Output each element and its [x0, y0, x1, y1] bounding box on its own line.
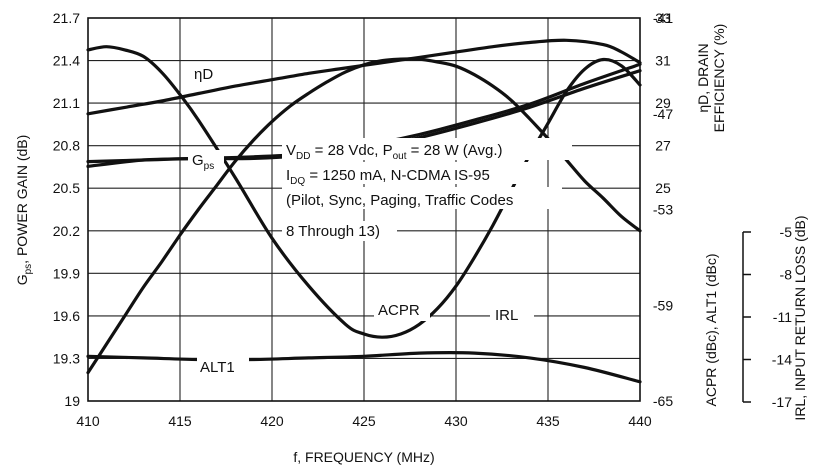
- acpr-tick-label: -65: [653, 393, 673, 409]
- x-tick-label: 415: [168, 413, 192, 429]
- irl-axis-title: IRL, INPUT RETURN LOSS (dB): [792, 215, 808, 420]
- left-tick-label: 20.8: [53, 138, 80, 154]
- left-axis-title: Gps, POWER GAIN (dB): [14, 135, 34, 286]
- left-tick-label: 21.4: [53, 53, 80, 69]
- left-tick-label: 19: [64, 393, 80, 409]
- irl-tick-label: -8: [780, 267, 793, 283]
- left-tick-label: 19.9: [53, 265, 80, 281]
- annotation-line-2: IDQ = 1250 mA, N-CDMA IS-95: [286, 167, 490, 187]
- left-tick-label: 21.1: [53, 95, 80, 111]
- left-tick-label: 19.6: [53, 308, 80, 324]
- efficiency-tick-label: 27: [655, 138, 671, 154]
- efficiency-tick-label: 29: [655, 95, 671, 111]
- acpr-tick-label: -47: [653, 106, 673, 122]
- x-tick-label: 420: [260, 413, 284, 429]
- left-tick-label: 21.7: [53, 10, 80, 26]
- x-axis-title: f, FREQUENCY (MHz): [293, 449, 434, 465]
- x-tick-label: 430: [444, 413, 468, 429]
- left-tick-label: 20.2: [53, 223, 80, 239]
- acpr-tick-label: -41: [653, 10, 673, 26]
- conditions-annotation: VDD = 28 Vdc, Pout = 28 W (Avg.) IDQ = 1…: [282, 138, 572, 241]
- efficiency-tick-label: 25: [655, 180, 671, 196]
- alt1-curve: [86, 351, 642, 384]
- series-label-acpr: ACPR: [378, 302, 420, 319]
- curve-labels: ηD Gps ACPR IRL ALT1: [188, 62, 534, 378]
- efficiency-axis-title-line1: ηD, DRAIN: [695, 43, 711, 112]
- x-tick-label: 410: [76, 413, 100, 429]
- left-tick-label: 19.3: [53, 350, 80, 366]
- efficiency-axis-title-line2: EFFICIENCY (%): [711, 24, 727, 133]
- annotation-line-4: 8 Through 13): [286, 223, 380, 240]
- efficiency-curve: [86, 38, 642, 116]
- acpr-tick-label: -53: [653, 202, 673, 218]
- x-tick-label: 435: [536, 413, 560, 429]
- irl-axis: -5 -8 -11 -14 -17: [742, 224, 793, 410]
- acpr-tick-labels: -41 -47 -53 -59 -65: [653, 10, 673, 409]
- left-tick-label: 20.5: [53, 180, 80, 196]
- irl-tick-label: -11: [773, 309, 792, 325]
- series-label-efficiency: ηD: [194, 66, 213, 83]
- efficiency-tick-label: 33: [655, 10, 671, 26]
- x-tick-label: 440: [628, 413, 652, 429]
- annotation-line-1: VDD = 28 Vdc, Pout = 28 W (Avg.): [286, 142, 503, 162]
- acpr-tick-label: -59: [653, 297, 673, 313]
- acpr-axis-title: ACPR (dBc), ALT1 (dBc): [703, 253, 719, 406]
- x-tick-labels: 410 415 420 425 430 435 440: [76, 413, 652, 429]
- irl-tick-label: -5: [780, 224, 793, 240]
- irl-curve: [86, 45, 642, 339]
- irl-tick-label: -17: [772, 394, 792, 410]
- x-tick-label: 425: [352, 413, 376, 429]
- irl-tick-label: -14: [772, 352, 792, 368]
- series-label-alt1: ALT1: [200, 359, 235, 376]
- efficiency-tick-label: 31: [655, 53, 671, 69]
- efficiency-tick-labels: 33 31 29 27 25: [655, 10, 671, 196]
- grid-layer: [88, 18, 640, 401]
- left-tick-labels: 21.7 21.4 21.1 20.8 20.5 20.2 19.9 19.6 19.3 19: [53, 10, 80, 409]
- annotation-line-3: (Pilot, Sync, Paging, Traffic Codes: [286, 192, 513, 209]
- series-label-irl: IRL: [495, 307, 518, 324]
- plot-frame: [87, 17, 641, 402]
